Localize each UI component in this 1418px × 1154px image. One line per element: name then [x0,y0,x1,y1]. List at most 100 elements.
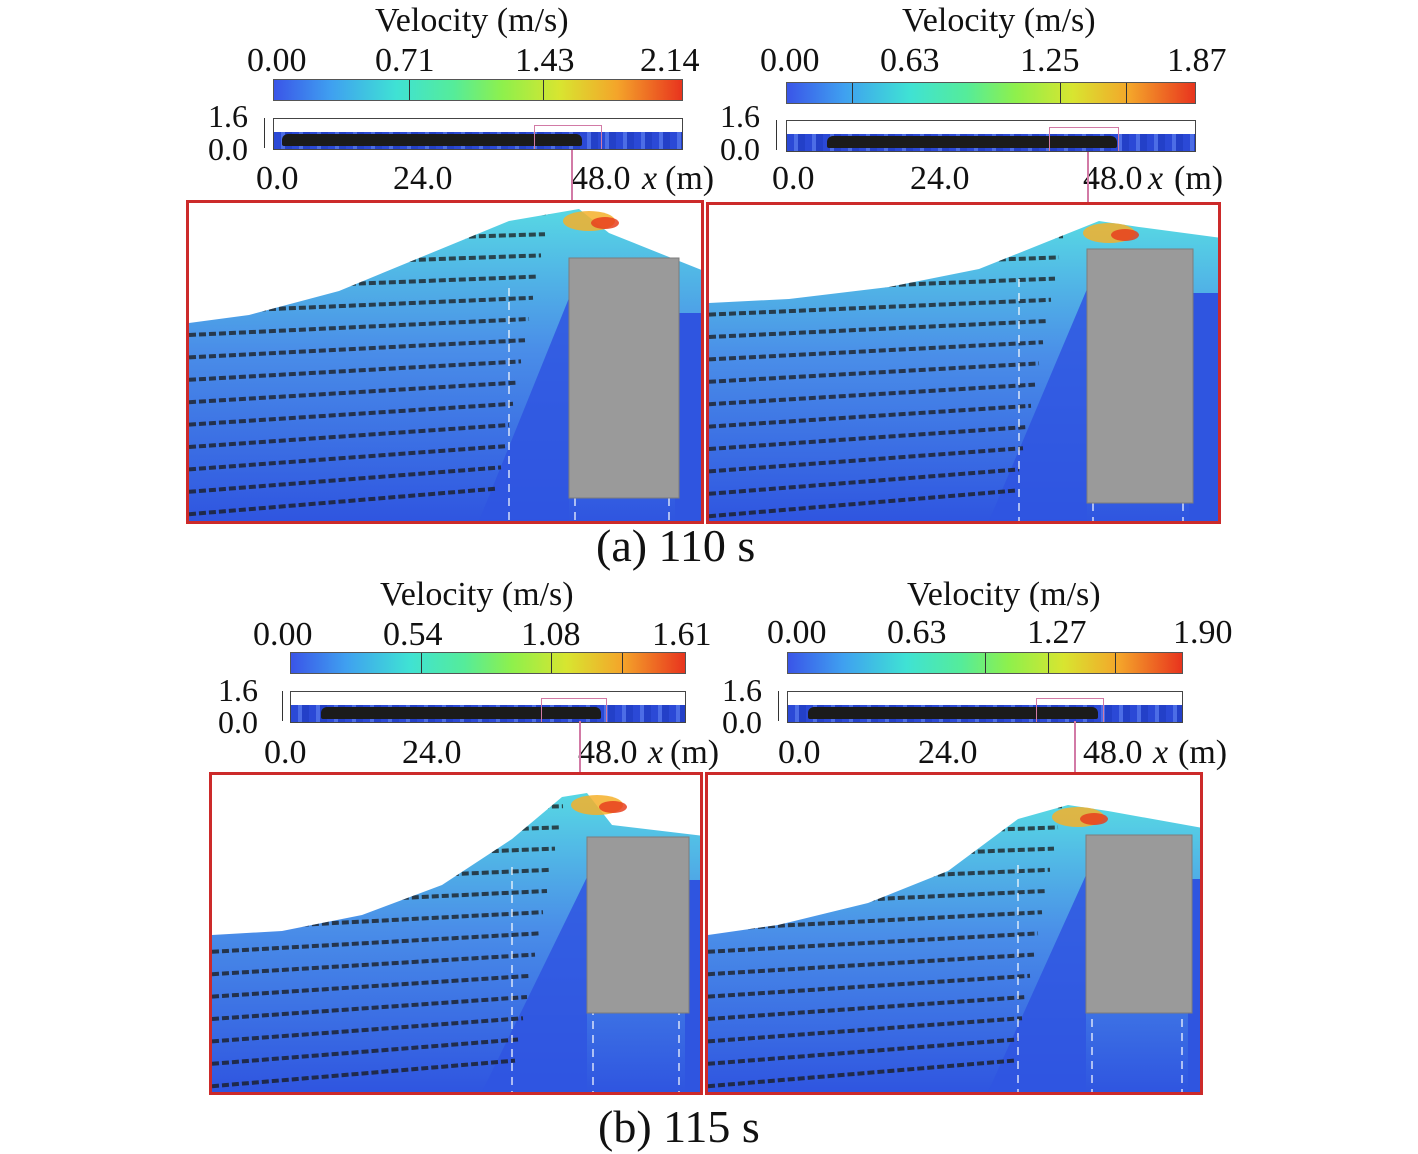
y-axis-scale [282,691,283,721]
x-axis-variable: x [1148,160,1164,197]
x-axis-unit: (m) [1178,734,1228,771]
colorbar-tick [621,653,623,673]
overview-flume [273,118,683,150]
overview-wave-surface [827,136,1117,148]
velocity-arrow-row [189,486,498,517]
x-axis-variable: x [648,734,664,771]
y-axis-bottom-label: 0.0 [722,704,762,740]
zoom-connector-line [1074,721,1076,773]
colorbar-title: Velocity (m/s) [375,2,569,39]
figure-caption: (a) 110 s [596,520,756,571]
velocity-arrow-row [189,359,522,382]
velocity-arrow-row [189,274,538,293]
colorbar-tick [551,653,553,673]
overview-wave-surface [808,707,1098,719]
structure-block [1085,834,1193,1014]
x-tick-label: 24.0 [910,160,970,197]
zoom-region-box [1049,127,1119,151]
y-axis-scale [264,118,265,148]
overview-flume [290,691,686,723]
colorbar-title: Velocity (m/s) [380,576,574,613]
velocity-arrow-row [189,317,530,337]
colorbar-tick-label: 0.00 [253,616,313,653]
velocity-arrow-row [708,1037,1019,1066]
colorbar-tick-label: 1.25 [1020,42,1080,79]
velocity-arrow-row [709,403,1032,429]
velocity-field-panel [705,772,1203,1095]
x-axis-unit: (m) [1174,160,1224,197]
crest-core [1080,813,1108,825]
velocity-arrow-row [189,444,506,472]
x-tick-label: 24.0 [393,160,453,197]
zoom-connector-line [571,150,573,202]
colorbar-tick-label: 0.00 [767,614,827,651]
colorbar-tick [852,83,854,103]
x-tick-label: 0.0 [264,734,307,771]
velocity-arrow-row [708,931,1039,954]
deep-water-wedge [989,289,1087,521]
colorbar-tick-label: 1.08 [521,616,581,653]
x-axis-unit: (m) [670,734,720,771]
velocity-arrow-row [189,380,518,405]
velocity-field-panel [209,772,703,1095]
velocity-colorbar [786,82,1196,104]
velocity-arrow-row [708,973,1031,999]
colorbar-tick [1060,83,1062,103]
velocity-arrow-row [189,295,534,315]
zoom-connector-line [579,721,581,773]
y-axis-scale [776,120,777,150]
crest-core [599,801,627,813]
colorbar-tick-label: 0.54 [383,616,443,653]
velocity-arrow-row [189,338,526,360]
colorbar-title: Velocity (m/s) [907,576,1101,613]
structure-block [586,836,690,1014]
deep-water-wedge [988,875,1086,1092]
zoom-region-box [534,125,602,149]
velocity-arrow-row [708,1058,1015,1089]
colorbar-tick [1115,653,1117,673]
deep-water-wedge [479,298,569,521]
x-tick-label: 0.0 [256,160,299,197]
x-axis-variable: x [642,160,658,197]
x-tick-label: 48.0 [571,160,631,197]
velocity-colorbar [290,652,686,674]
structure-block [1086,248,1194,504]
overview-wave-surface [282,134,582,146]
velocity-arrow-row [709,382,1036,407]
colorbar-tick-label: 2.14 [640,42,700,79]
zoom-connector-line [1087,152,1089,204]
x-tick-label: 24.0 [918,734,978,771]
colorbar-tick-label: 0.00 [760,42,820,79]
colorbar-tick-label: 0.63 [880,42,940,79]
x-tick-label: 48.0 [578,734,638,771]
velocity-field-svg [709,205,1218,521]
x-tick-label: 48.0 [1083,734,1143,771]
x-tick-label: 0.0 [778,734,821,771]
velocity-arrow-row [212,931,540,954]
colorbar-tick-label: 1.90 [1173,614,1233,651]
velocity-field-panel [706,202,1221,524]
velocity-field-svg [708,775,1200,1092]
colorbar-tick [985,653,986,673]
velocity-arrow-row [189,401,514,427]
velocity-arrow-row [709,319,1048,339]
colorbar-tick [408,80,410,100]
velocity-arrow-row [708,952,1035,977]
colorbar-tick-label: 0.63 [887,614,947,651]
velocity-arrow-row [709,361,1040,384]
x-tick-label: 0.0 [772,160,815,197]
colorbar-tick-label: 1.27 [1027,614,1087,651]
colorbar-tick-label: 1.87 [1167,42,1227,79]
velocity-vectors [189,211,550,517]
velocity-arrow-row [709,488,1016,519]
velocity-colorbar [273,79,683,101]
colorbar-tick [543,80,545,100]
velocity-arrow-row [212,1037,520,1066]
y-axis-bottom-label: 0.0 [208,131,248,167]
crest-core [1111,229,1139,241]
velocity-arrow-row [189,232,546,248]
velocity-arrow-row [708,995,1027,1021]
overview-flume [787,691,1183,723]
y-axis-bottom-label: 0.0 [720,131,760,167]
still-water [1189,293,1218,521]
